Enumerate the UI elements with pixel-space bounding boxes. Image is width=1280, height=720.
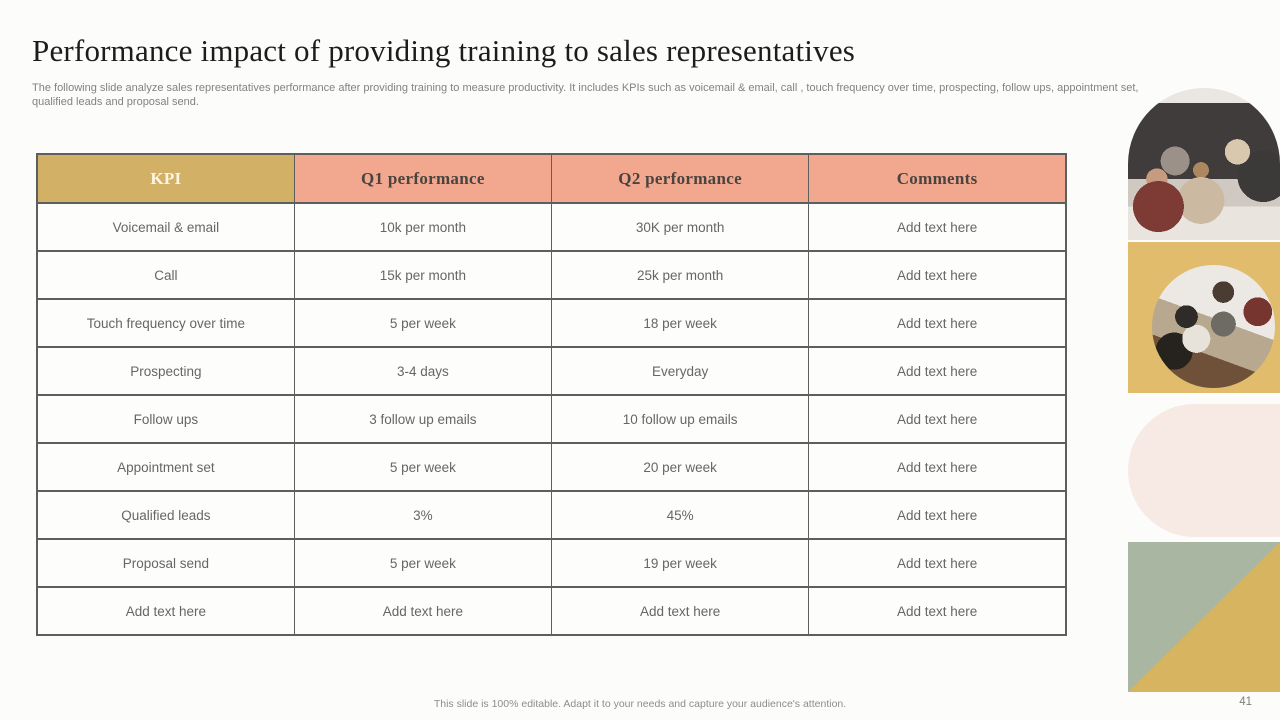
table-cell: Add text here bbox=[808, 490, 1067, 540]
table-cell: 5 per week bbox=[293, 538, 553, 588]
table-cell: 10 follow up emails bbox=[550, 394, 810, 444]
table-cell: 15k per month bbox=[293, 250, 553, 300]
table-cell: 10k per month bbox=[293, 202, 553, 252]
page-number: 41 bbox=[1239, 696, 1252, 708]
table-cell: Add text here bbox=[808, 298, 1067, 348]
table-cell: Proposal send bbox=[36, 538, 295, 588]
table-cell: Add text here bbox=[808, 442, 1067, 492]
table-row: Qualified leads 3% 45% Add text here bbox=[36, 490, 1067, 540]
table-cell: Add text here bbox=[808, 538, 1067, 588]
table-cell: 20 per week bbox=[550, 442, 810, 492]
table-row: Proposal send 5 per week 19 per week Add te… bbox=[36, 538, 1067, 588]
table-header-row: KPI Q1 performance Q2 performance Commen… bbox=[36, 153, 1067, 204]
table-row: Touch frequency over time 5 per week 18 pe… bbox=[36, 298, 1067, 348]
table-cell: 30K per month bbox=[550, 202, 810, 252]
table-cell: Voicemail & email bbox=[36, 202, 295, 252]
table-row: Add text here Add text here Add text here A… bbox=[36, 586, 1067, 636]
table-cell: Add text here bbox=[550, 586, 810, 636]
table-cell: Appointment set bbox=[36, 442, 295, 492]
table-cell: 3-4 days bbox=[293, 346, 553, 396]
table-cell: Add text here bbox=[36, 586, 295, 636]
table-cell: 3 follow up emails bbox=[293, 394, 553, 444]
header-cell-q2-performance: Q2 performance bbox=[550, 153, 810, 204]
table-cell: 45% bbox=[550, 490, 810, 540]
table-cell: 18 per week bbox=[550, 298, 810, 348]
table-cell: Add text here bbox=[808, 250, 1067, 300]
header-cell-comments: Comments bbox=[808, 153, 1067, 204]
slide-subtitle: The following slide analyze sales repres… bbox=[32, 82, 1139, 108]
table-cell: Add text here bbox=[293, 586, 553, 636]
table-row: Follow ups 3 follow up emails 10 follow up… bbox=[36, 394, 1067, 444]
kpi-table: KPI Q1 performance Q2 performance Commen… bbox=[36, 153, 1067, 636]
table-row: Appointment set 5 per week 20 per week Add … bbox=[36, 442, 1067, 492]
table-cell: 5 per week bbox=[293, 298, 553, 348]
table-cell: Add text here bbox=[808, 202, 1067, 252]
green-square-shape bbox=[1128, 542, 1280, 692]
team-photo-arch-image bbox=[1128, 88, 1280, 240]
table-cell: Prospecting bbox=[36, 346, 295, 396]
table-cell: Everyday bbox=[550, 346, 810, 396]
table-cell: Follow ups bbox=[36, 394, 295, 444]
table-cell: Add text here bbox=[808, 346, 1067, 396]
header-cell-q1-performance: Q1 performance bbox=[293, 153, 553, 204]
pink-semicircle-shape bbox=[1128, 404, 1280, 537]
gold-triangle-shape bbox=[1128, 542, 1280, 692]
table-cell: 3% bbox=[293, 490, 553, 540]
table-cell: Touch frequency over time bbox=[36, 298, 295, 348]
table-cell: Add text here bbox=[808, 586, 1067, 636]
footer-note: This slide is 100% editable. Adapt it to… bbox=[433, 698, 847, 710]
table-row: Call 15k per month 25k per month Add text h… bbox=[36, 250, 1067, 300]
table-cell: 25k per month bbox=[550, 250, 810, 300]
gold-square-shape bbox=[1128, 242, 1280, 393]
kpi-table-body: Voicemail & email 10k per month 30K per mo… bbox=[36, 202, 1067, 636]
table-cell: 5 per week bbox=[293, 442, 553, 492]
whiteboard-photo-circle-image bbox=[1152, 265, 1275, 388]
header-cell-kpi: KPI bbox=[36, 153, 295, 204]
table-row: Voicemail & email 10k per month 30K per mo… bbox=[36, 202, 1067, 252]
table-cell: Qualified leads bbox=[36, 490, 295, 540]
page-title: Performance impact of providing training… bbox=[32, 33, 856, 68]
table-cell: Call bbox=[36, 250, 295, 300]
table-cell: Add text here bbox=[808, 394, 1067, 444]
table-row: Prospecting 3-4 days Everyday Add text here bbox=[36, 346, 1067, 396]
table-cell: 19 per week bbox=[550, 538, 810, 588]
